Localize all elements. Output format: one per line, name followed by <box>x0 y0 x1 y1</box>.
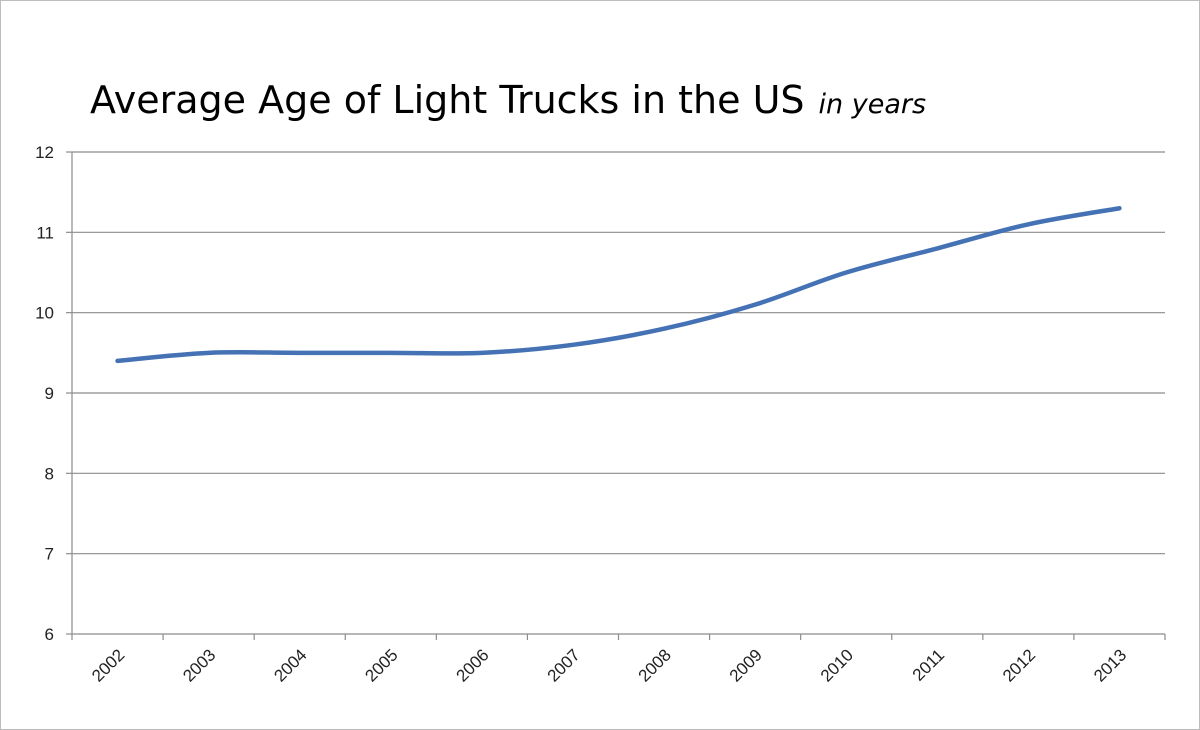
y-tick-label: 12 <box>35 143 54 162</box>
x-tick-label: 2010 <box>817 645 857 685</box>
y-tick-label: 7 <box>45 545 54 564</box>
y-tick-label: 10 <box>35 304 54 323</box>
x-tick-label: 2007 <box>544 645 584 685</box>
chart-subtitle: in years <box>818 89 927 120</box>
x-tick-label: 2009 <box>726 645 766 685</box>
y-tick-label: 8 <box>45 464 54 483</box>
chart-title-text: Average Age of Light Trucks in the US <box>90 78 805 122</box>
y-tick-label: 6 <box>45 625 54 644</box>
x-tick-label: 2011 <box>909 645 948 684</box>
x-tick-label: 2008 <box>635 645 675 685</box>
x-tick-label: 2002 <box>88 645 128 685</box>
chart-title: Average Age of Light Trucks in the US in … <box>90 78 926 122</box>
x-tick-label: 2003 <box>179 645 219 685</box>
x-tick-label: 2004 <box>270 645 310 685</box>
x-tick-label: 2006 <box>453 645 493 685</box>
y-tick-label: 11 <box>36 223 54 242</box>
series-line <box>115 205 1122 364</box>
x-tick-label: 2005 <box>361 645 401 685</box>
x-tick-label: 2012 <box>999 645 1039 685</box>
y-tick-label: 9 <box>45 384 54 403</box>
x-tick-label: 2013 <box>1090 645 1130 685</box>
